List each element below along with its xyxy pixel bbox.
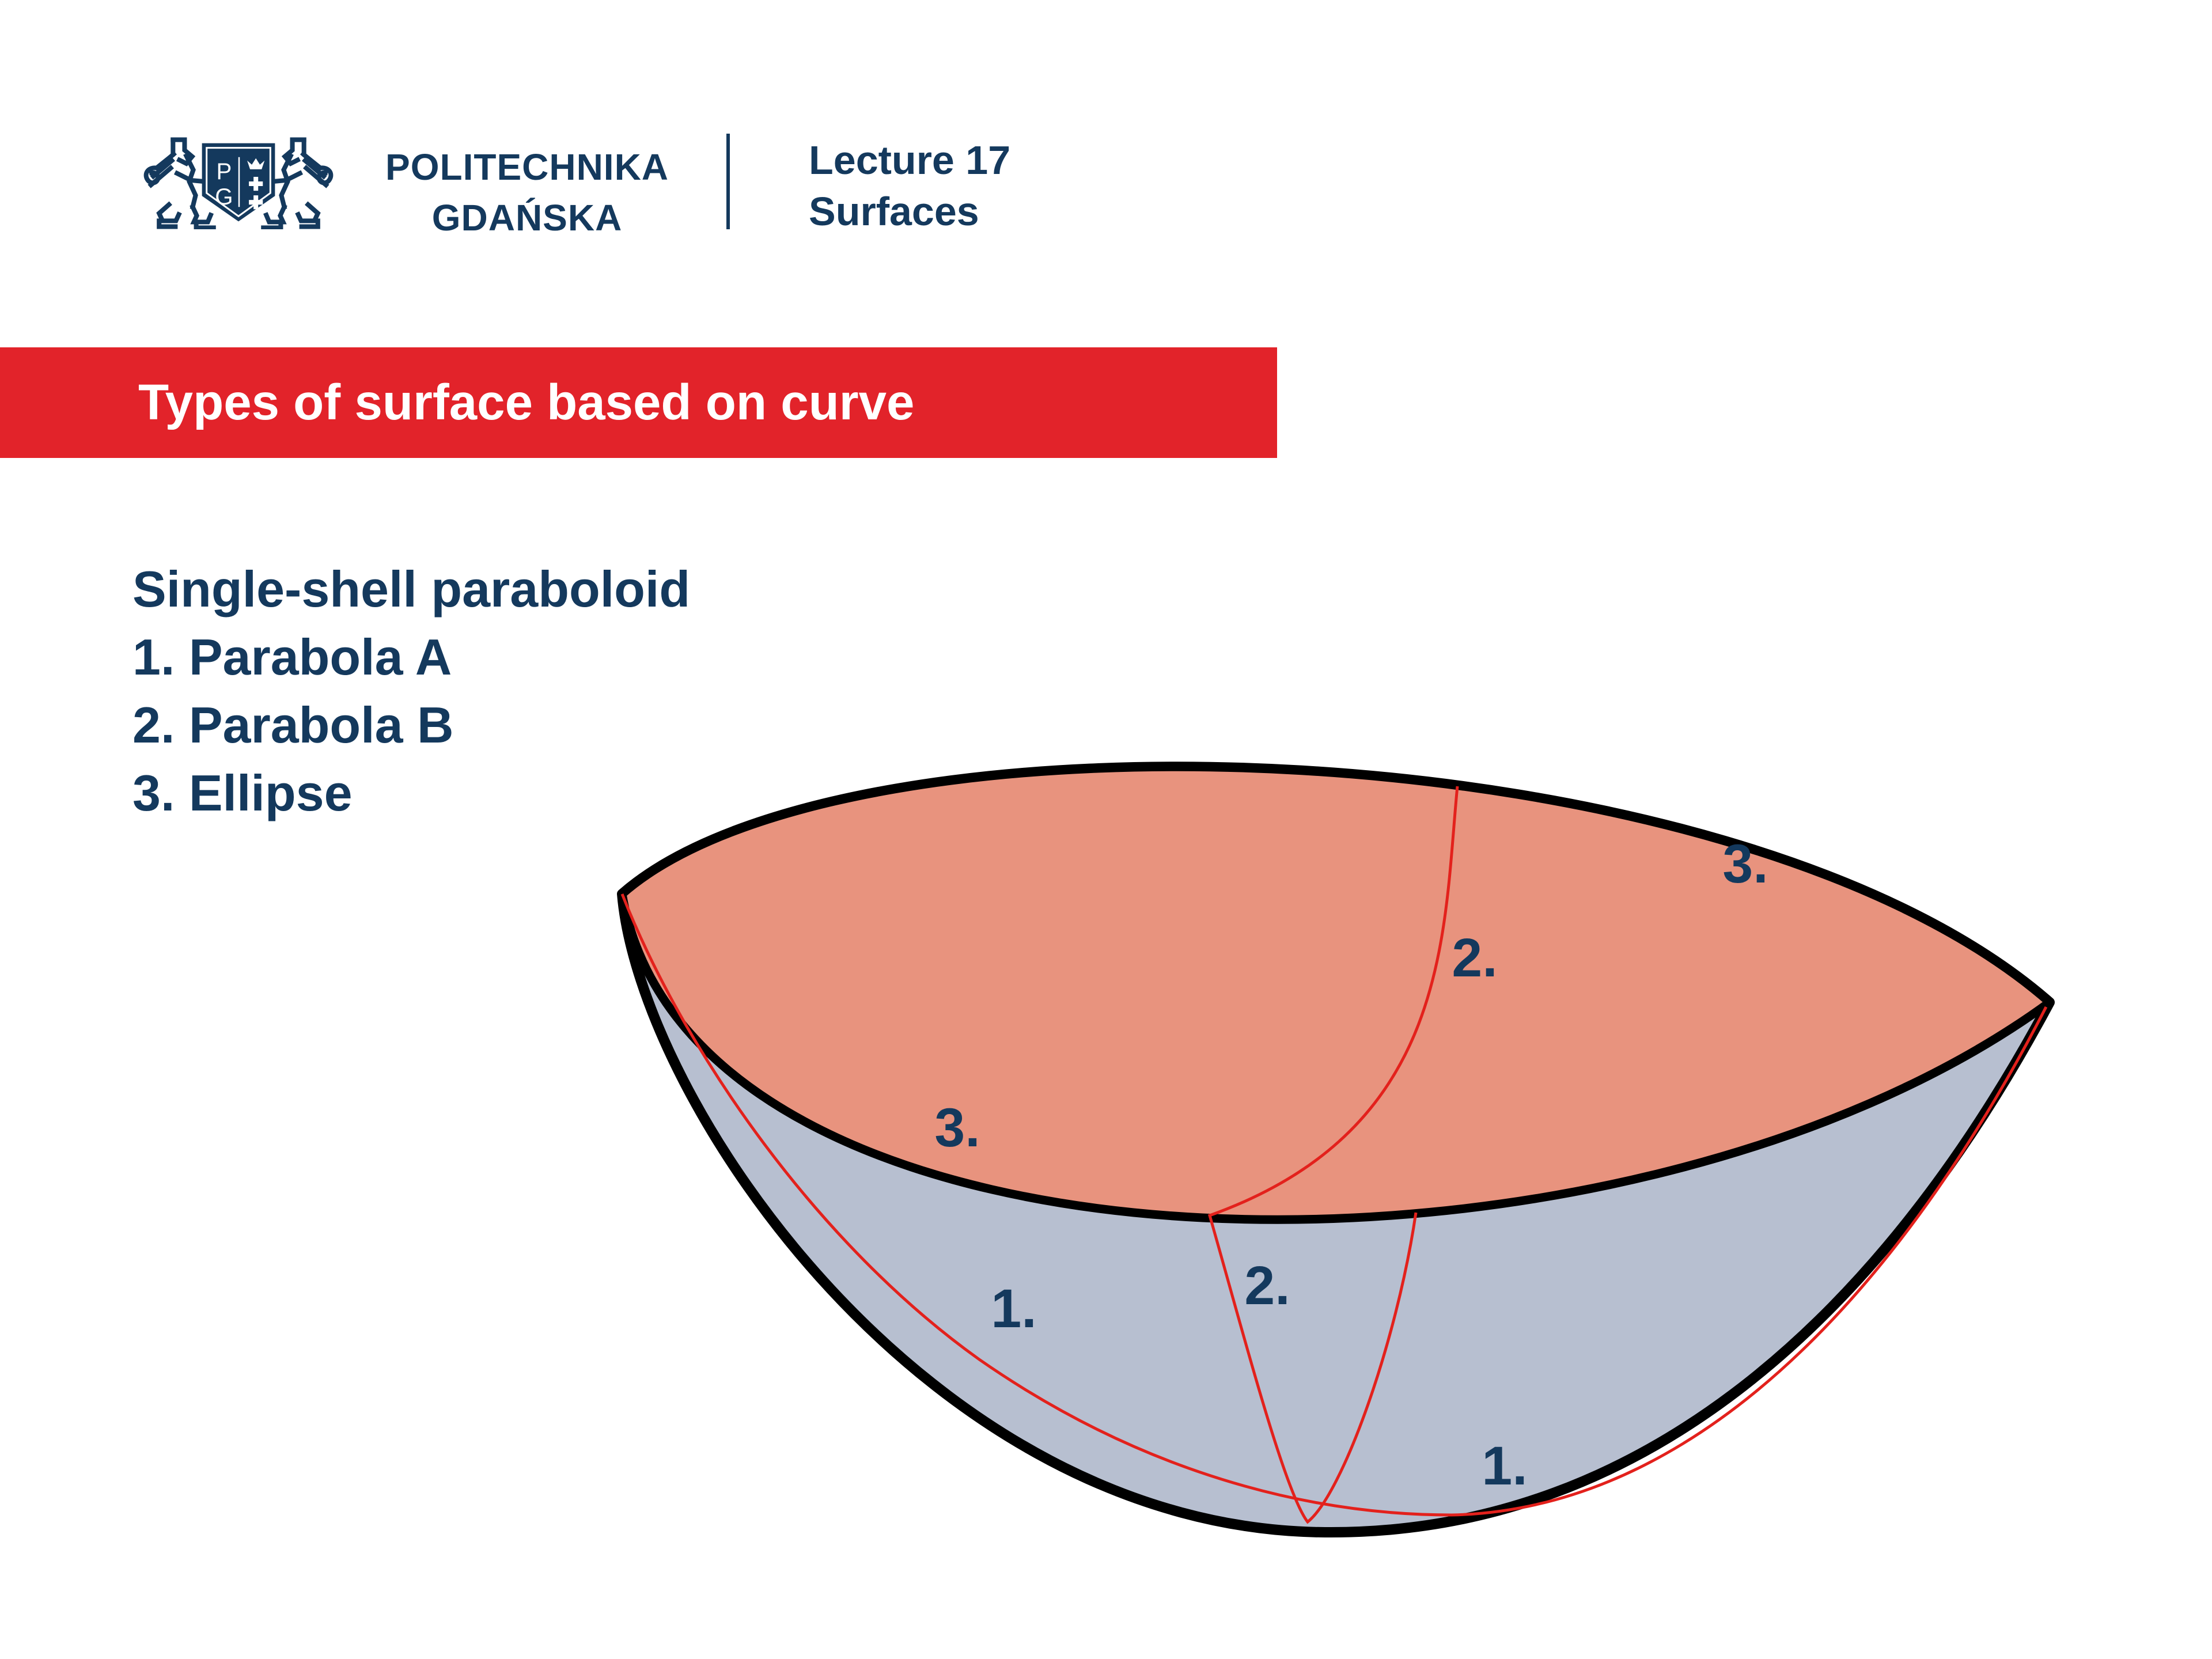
university-name: POLITECHNIKA GDAŃSKA: [349, 142, 706, 243]
shield-letter-g: G: [215, 184, 233, 210]
section-banner: Types of surface based on curve: [0, 347, 1277, 458]
shield-icon: P G: [202, 143, 275, 222]
list-item: 3. Ellipse: [132, 764, 353, 821]
label-parabola-b-top: 2.: [1452, 927, 1497, 988]
crown-icon: [247, 158, 265, 169]
label-parabola-a-right: 1.: [1482, 1435, 1527, 1497]
university-name-line1: POLITECHNIKA: [385, 146, 669, 188]
lion-right-icon: [261, 137, 334, 229]
label-parabola-b-side: 2.: [1244, 1255, 1290, 1316]
list-item: 1. Parabola A: [132, 628, 452, 685]
cross-icon: [249, 176, 263, 191]
label-parabola-a-left: 1.: [991, 1278, 1036, 1339]
lion-left-icon: [143, 137, 216, 229]
section-title: Types of surface based on curve: [138, 374, 915, 430]
list-heading: Single-shell paraboloid: [132, 560, 691, 618]
lecture-info: Lecture 17 Surfaces: [809, 135, 1010, 237]
parabola-b-curve: [1207, 786, 1459, 1524]
curve-list: Single-shell paraboloid 1. Parabola A 2.…: [132, 555, 690, 827]
header-divider: [726, 134, 730, 229]
university-logo: P G: [143, 137, 334, 229]
lecture-number: Lecture 17: [809, 138, 1011, 183]
university-name-line2: GDAŃSKA: [431, 197, 623, 238]
shield-letter-p: P: [216, 158, 232, 184]
paraboloid-top-ellipse: [618, 762, 2054, 1224]
label-ellipse-side: 3.: [934, 1097, 980, 1158]
lecture-topic: Surfaces: [809, 189, 979, 234]
list-item: 2. Parabola B: [132, 696, 454, 753]
label-ellipse-top: 3.: [1722, 834, 1768, 895]
parabola-a-curve: [620, 893, 2048, 1517]
cross-icon: [249, 195, 263, 210]
